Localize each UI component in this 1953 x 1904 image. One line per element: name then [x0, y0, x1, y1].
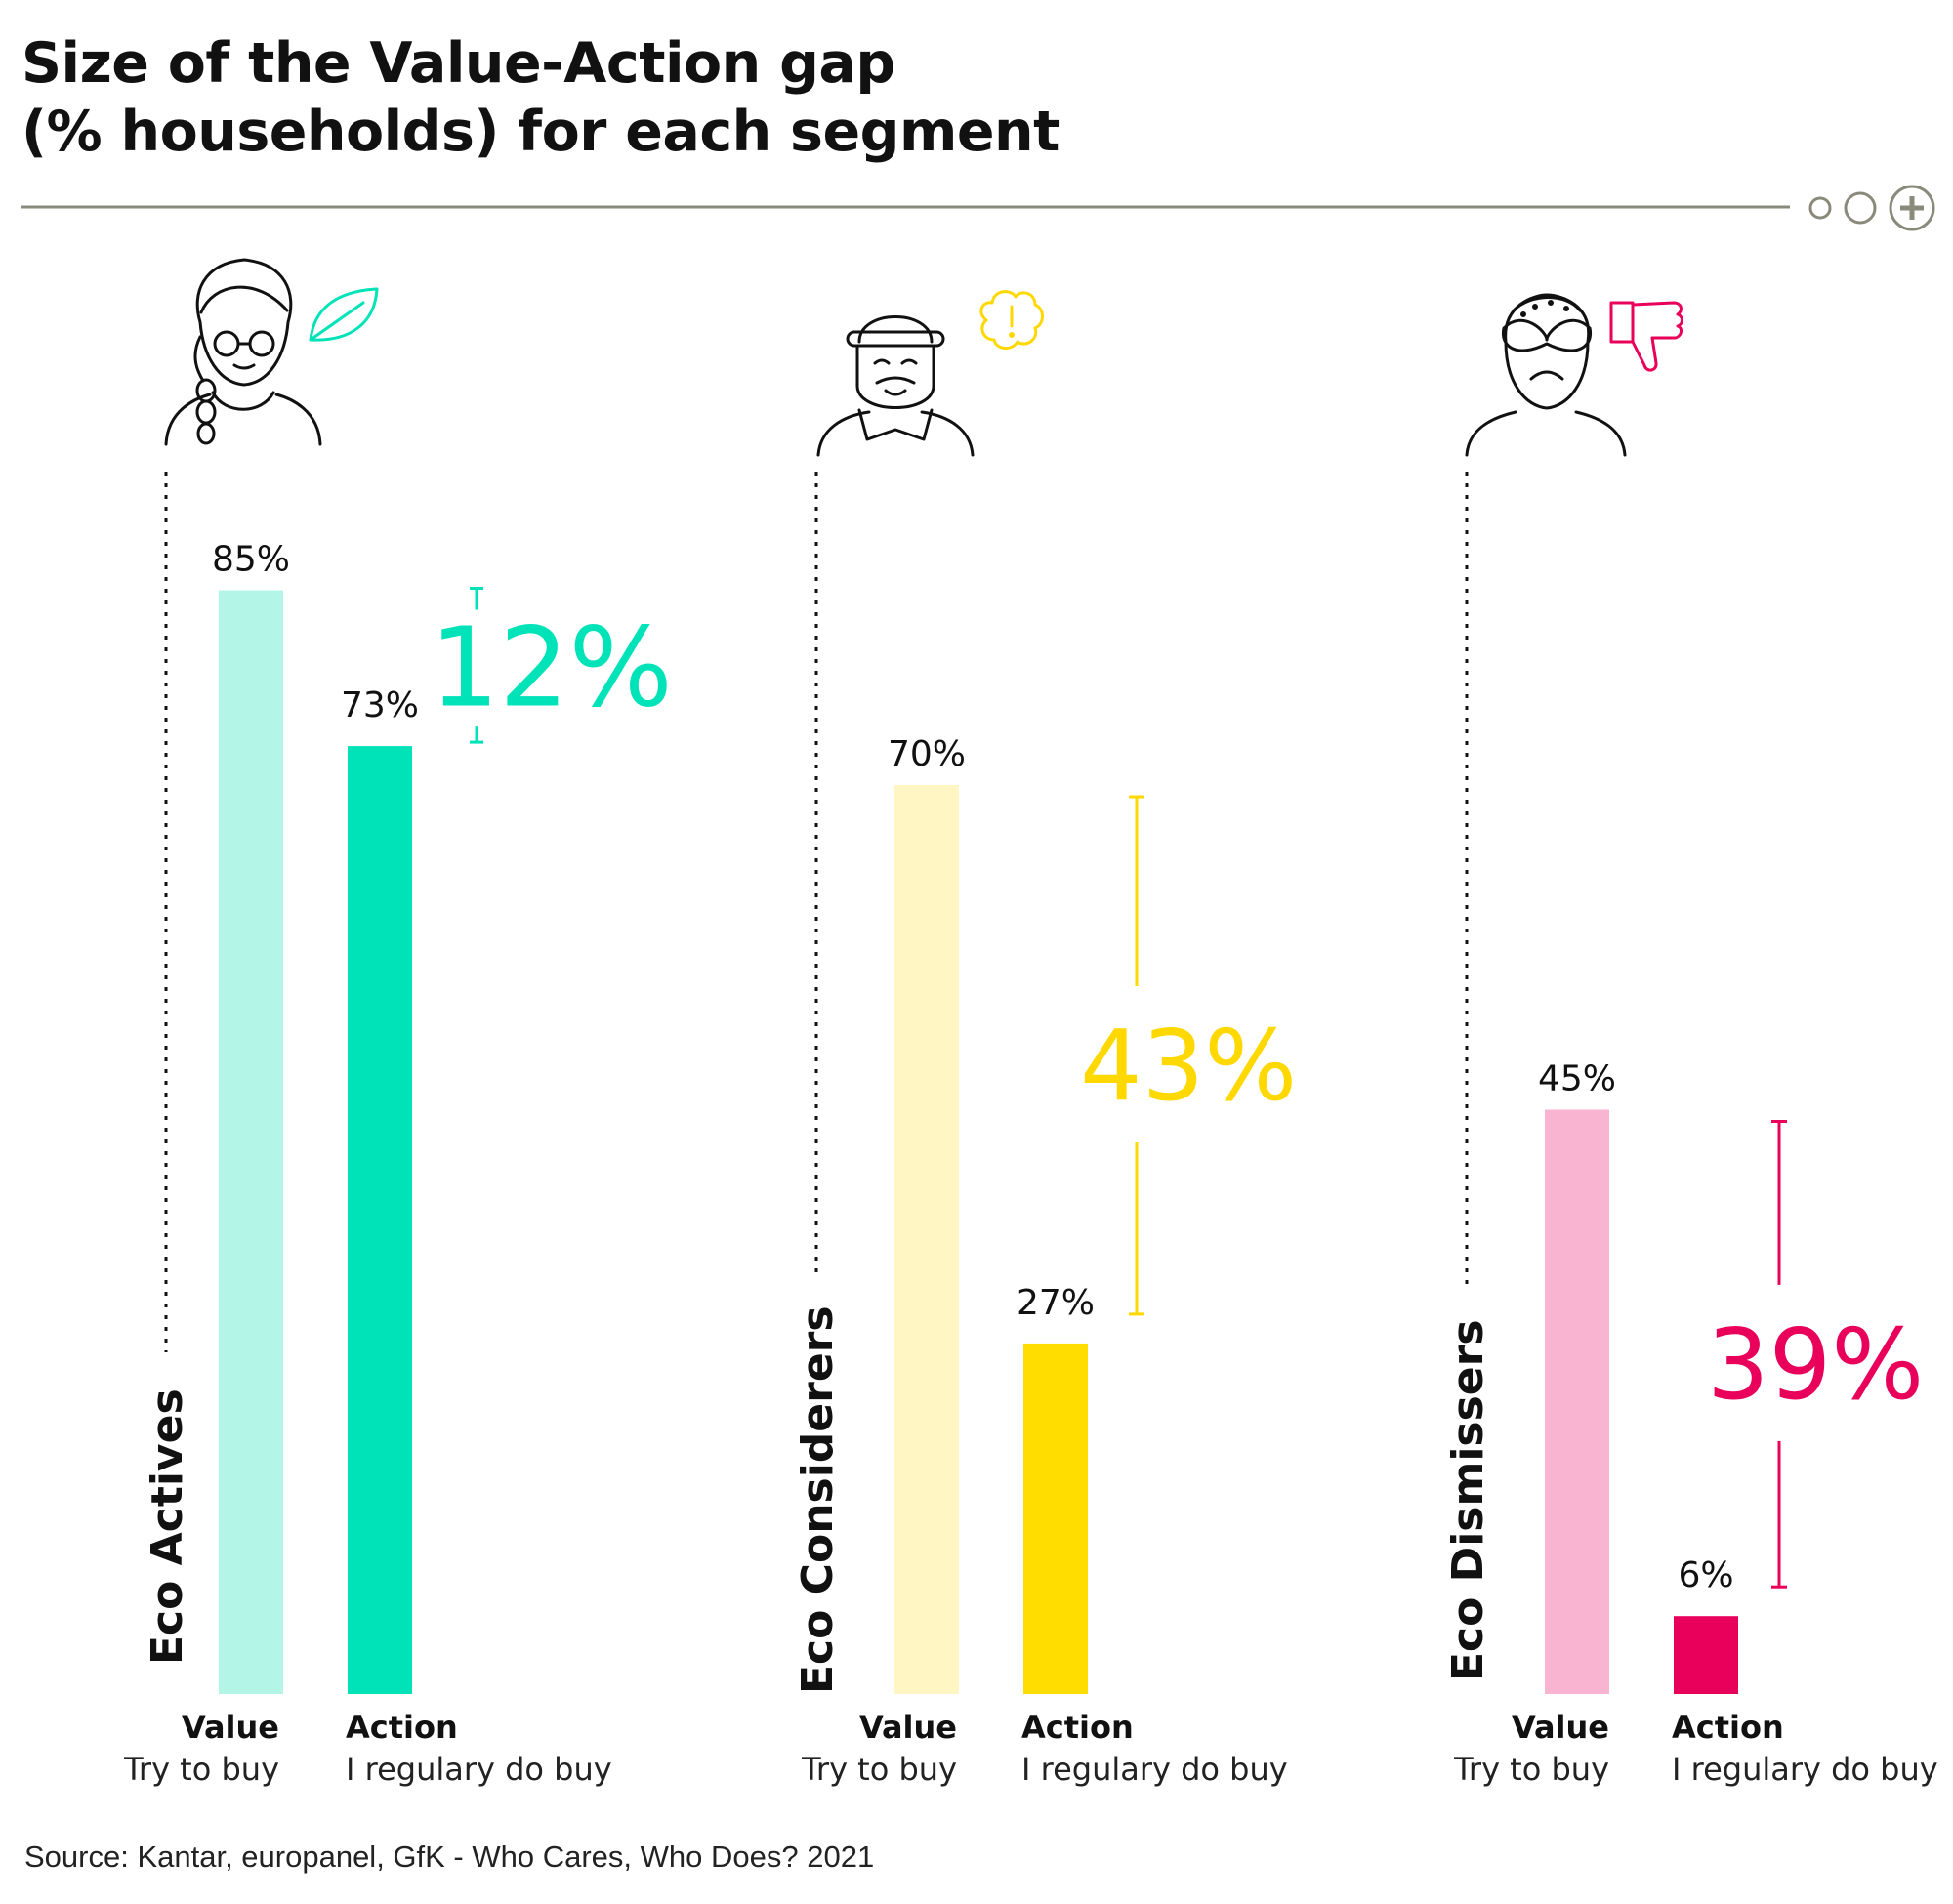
action-bar [1674, 1616, 1738, 1694]
value-category-sublabel: Try to buy [123, 1751, 279, 1788]
thumbs-down-icon [1609, 301, 1683, 372]
action-category-label: Action [1672, 1709, 1784, 1746]
value-category-label: Value [182, 1709, 279, 1746]
value-bar [1545, 1109, 1609, 1694]
value-bar-label: 70% [888, 734, 966, 774]
action-bar-label: 73% [341, 685, 419, 725]
value-category-label: Value [859, 1709, 957, 1746]
value-category-sublabel: Try to buy [801, 1751, 957, 1788]
gap-value-label: 12% [430, 604, 673, 731]
segments-layer: 85% 73% Eco Actives Value Try to buy Action I … [123, 540, 1938, 1789]
action-category-label: Action [346, 1709, 458, 1746]
chart-title: Size of the Value-Action gap (% househol… [21, 29, 1060, 166]
frowning-person-icon [1465, 293, 1627, 457]
value-bar-label: 45% [1538, 1059, 1616, 1099]
woman-with-glasses-icon [164, 258, 322, 446]
small-circle-icon [1808, 196, 1832, 220]
segment-name-label: Eco Considerers [793, 1305, 843, 1694]
action-bar [1023, 1343, 1088, 1694]
gap-value-label: 39% [1707, 1307, 1924, 1422]
action-category-label: Action [1021, 1709, 1134, 1746]
action-category-sublabel: I regulary do buy [1021, 1751, 1288, 1788]
segment-name-label: Eco Dismissers [1443, 1319, 1493, 1681]
leaf-icon [309, 287, 379, 342]
action-category-sublabel: I regulary do buy [346, 1751, 612, 1788]
chart-title-line-1: Size of the Value-Action gap [21, 31, 895, 96]
action-bar [348, 746, 412, 1694]
value-bar [219, 590, 283, 1694]
medium-circle-icon [1844, 191, 1877, 225]
action-bar-label: 27% [1017, 1283, 1095, 1323]
action-category-sublabel: I regulary do buy [1672, 1751, 1938, 1788]
value-category-label: Value [1512, 1709, 1609, 1746]
plus-circle-icon[interactable] [1889, 185, 1935, 231]
exclamation-badge-icon [979, 290, 1044, 350]
value-bar-label: 85% [212, 540, 290, 580]
source-note: Source: Kantar, europanel, GfK - Who Car… [24, 1840, 875, 1874]
value-category-sublabel: Try to buy [1453, 1751, 1609, 1788]
segment-name-label: Eco Actives [143, 1388, 192, 1665]
value-bar [894, 785, 959, 1694]
chart-title-line-2: (% households) for each segment [21, 100, 1060, 164]
gap-value-label: 43% [1080, 1009, 1297, 1123]
bearded-man-icon [816, 315, 975, 457]
action-bar-label: 6% [1678, 1555, 1733, 1595]
